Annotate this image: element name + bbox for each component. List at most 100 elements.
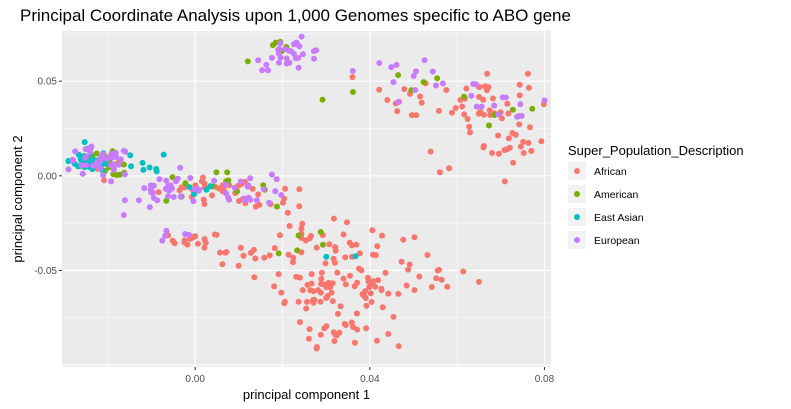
data-point bbox=[290, 254, 297, 261]
data-point bbox=[417, 93, 424, 100]
data-point bbox=[525, 139, 532, 146]
data-point bbox=[464, 116, 471, 122]
data-point bbox=[295, 54, 302, 61]
data-point bbox=[199, 174, 206, 181]
data-point bbox=[412, 87, 419, 93]
data-point bbox=[435, 107, 442, 114]
data-point bbox=[327, 284, 334, 291]
data-point bbox=[538, 138, 545, 145]
data-point bbox=[261, 254, 268, 261]
data-point bbox=[171, 240, 178, 247]
data-point bbox=[295, 298, 302, 305]
data-point bbox=[276, 59, 282, 66]
data-point bbox=[350, 89, 356, 95]
data-point bbox=[466, 123, 473, 130]
data-point bbox=[405, 266, 412, 273]
data-point bbox=[139, 159, 146, 166]
data-point bbox=[303, 305, 310, 312]
data-point bbox=[295, 232, 302, 239]
data-point bbox=[160, 151, 167, 158]
data-point bbox=[140, 166, 147, 173]
data-point bbox=[313, 244, 320, 251]
legend-item: African bbox=[568, 162, 627, 180]
data-point bbox=[489, 150, 496, 156]
data-point bbox=[460, 268, 467, 275]
data-point bbox=[209, 192, 216, 199]
data-point bbox=[266, 252, 273, 259]
data-point bbox=[356, 250, 363, 257]
data-point bbox=[344, 219, 350, 226]
legend-label: European bbox=[594, 235, 640, 247]
data-point bbox=[331, 259, 338, 266]
data-point bbox=[342, 281, 349, 288]
data-point bbox=[486, 107, 493, 114]
data-point bbox=[255, 57, 262, 64]
legend-item: East Asian bbox=[568, 208, 644, 226]
data-point bbox=[302, 237, 309, 244]
data-point bbox=[78, 162, 85, 169]
data-point bbox=[374, 337, 380, 344]
data-point bbox=[236, 198, 242, 204]
data-point bbox=[163, 177, 170, 184]
data-point bbox=[265, 67, 271, 74]
data-point bbox=[443, 87, 450, 93]
data-point bbox=[281, 300, 288, 307]
data-point bbox=[315, 287, 321, 294]
data-point bbox=[379, 232, 385, 239]
legend-label: African bbox=[594, 166, 627, 178]
data-point bbox=[330, 329, 337, 336]
data-point bbox=[275, 271, 282, 278]
data-point bbox=[245, 182, 252, 189]
data-point bbox=[113, 154, 120, 160]
data-point bbox=[321, 281, 328, 288]
data-point bbox=[299, 287, 306, 294]
data-point bbox=[495, 132, 502, 139]
data-point bbox=[395, 99, 402, 106]
data-point bbox=[305, 335, 312, 342]
data-point bbox=[434, 75, 441, 82]
data-point bbox=[330, 215, 337, 222]
data-point bbox=[276, 232, 283, 239]
data-point bbox=[527, 124, 533, 131]
x-tick-label: 0.00 bbox=[185, 374, 205, 385]
legend: Super_Population_Description African Amer… bbox=[568, 143, 744, 249]
data-point bbox=[476, 278, 482, 285]
data-point bbox=[308, 271, 315, 278]
data-point bbox=[72, 148, 79, 155]
data-point bbox=[294, 247, 301, 254]
data-point bbox=[352, 253, 359, 260]
data-point bbox=[296, 186, 303, 193]
data-point bbox=[416, 273, 423, 280]
data-point bbox=[299, 220, 306, 227]
data-point bbox=[155, 189, 162, 196]
data-point bbox=[424, 252, 431, 258]
data-point bbox=[470, 81, 477, 87]
legend-item: American bbox=[568, 185, 639, 203]
data-point bbox=[99, 154, 106, 161]
data-point bbox=[348, 242, 355, 249]
legend-swatch bbox=[574, 237, 580, 243]
data-point bbox=[311, 55, 317, 62]
data-point bbox=[528, 147, 535, 154]
data-point bbox=[401, 86, 408, 93]
data-point bbox=[222, 249, 229, 256]
data-point bbox=[153, 166, 160, 172]
data-point bbox=[271, 283, 278, 290]
data-point bbox=[516, 81, 523, 88]
data-point bbox=[159, 237, 166, 244]
data-point bbox=[185, 231, 192, 238]
data-point bbox=[266, 199, 273, 206]
data-point bbox=[313, 47, 320, 54]
data-point bbox=[495, 111, 502, 118]
data-point bbox=[406, 261, 413, 268]
data-point bbox=[182, 180, 189, 187]
data-point bbox=[79, 170, 86, 177]
y-axis-title: principal component 2 bbox=[10, 135, 25, 262]
data-point bbox=[282, 46, 288, 53]
data-point bbox=[186, 184, 193, 191]
data-point bbox=[433, 275, 440, 282]
data-point bbox=[390, 79, 397, 86]
data-point bbox=[446, 165, 453, 172]
data-point bbox=[318, 275, 325, 282]
